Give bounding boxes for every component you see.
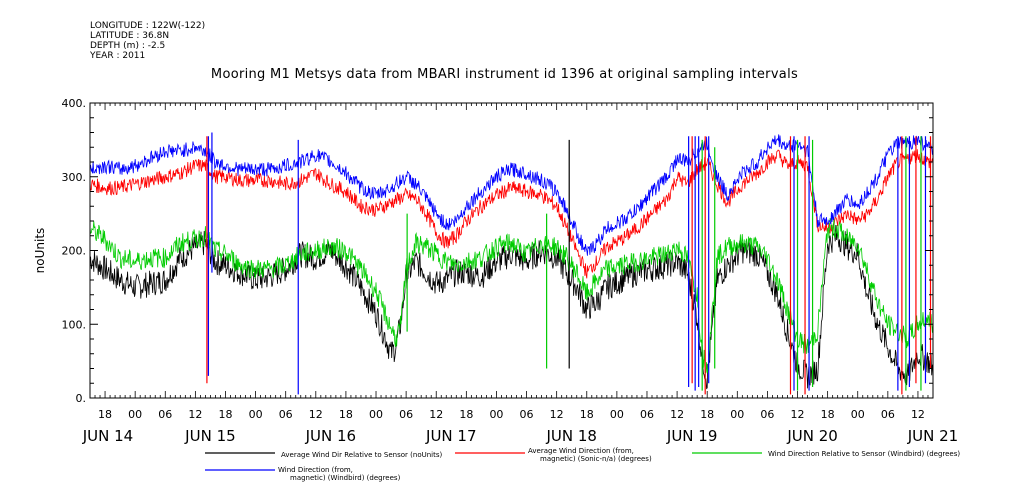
x-axis: 18 00 06 12 18 00 06 12 18 00 06 12 18 00 06 12 18 00 06 12… [82,103,958,445]
x-hour-label: 06 [158,408,172,421]
x-hour-label: 00 [730,408,744,421]
legend-label-1: Average Wind Direction (from, [528,447,634,455]
longitude-text: LONGITUDE : 122W(-122) [90,21,206,31]
x-hour-label: 12 [188,408,202,421]
series-line-1 [89,149,934,279]
spike-lines [206,132,932,395]
legend-label-2: Wind Direction Relative to Sensor (Windb… [768,450,960,458]
x-hour-label: 18 [700,408,714,421]
y-tick-label: 100. [62,318,87,331]
y-tick-label: 400. [62,97,87,110]
x-hour-label: 00 [249,408,263,421]
legend-label-0: Average Wind Dir Relative to Sensor (noU… [281,451,442,459]
x-hour-label: 00 [489,408,503,421]
y-tick-label: 0. [76,392,87,405]
y-tick-label: 200. [62,245,87,258]
x-hour-label: 12 [429,408,443,421]
x-hour-label: 06 [279,408,293,421]
x-hour-label: 06 [640,408,654,421]
x-hour-label: 00 [610,408,624,421]
x-day-label: JUN 17 [425,427,476,445]
chart-title: Mooring M1 Metsys data from MBARI instru… [210,67,799,82]
y-axis-label: noUnits [33,228,47,274]
x-hour-label: 00 [851,408,865,421]
x-hour-label: 00 [128,408,142,421]
y-tick-label: 300. [62,171,87,184]
metadata-block: LONGITUDE : 122W(-122) LATITUDE : 36.8N … [90,21,205,61]
x-day-label: JUN 14 [82,427,133,445]
x-hour-label: 18 [459,408,473,421]
x-hour-label: 12 [670,408,684,421]
x-day-label: JUN 16 [305,427,356,445]
x-hour-label: 12 [550,408,564,421]
series-line-0 [89,224,934,390]
series-line-2 [89,218,934,375]
legend: Average Wind Dir Relative to Sensor (noU… [205,447,960,482]
x-day-label: JUN 15 [184,427,235,445]
x-hour-label: 18 [218,408,232,421]
legend-label-1: magnetic) (Sonic-n/a) (degrees) [540,455,652,463]
x-hour-label: 12 [911,408,925,421]
x-hour-label: 18 [821,408,835,421]
x-day-label: JUN 19 [666,427,717,445]
x-hour-label: 06 [520,408,534,421]
legend-label-3: Wind Direction (from, [278,466,353,474]
x-hour-label: 18 [580,408,594,421]
legend-label-3: magnetic) (Windbird) (degrees) [290,474,401,482]
x-hour-label: 06 [399,408,413,421]
x-hour-label: 00 [369,408,383,421]
latitude-text: LATITUDE : 36.8N [90,31,170,41]
x-hour-label: 12 [791,408,805,421]
x-hour-label: 06 [760,408,774,421]
x-day-label: JUN 18 [545,427,596,445]
x-hour-label: 18 [98,408,112,421]
year-text: YEAR : 2011 [90,51,146,61]
depth-text: DEPTH (m) : -2.5 [90,41,166,51]
x-hour-label: 12 [309,408,323,421]
series-line-3 [89,134,934,256]
x-hour-label: 18 [339,408,353,421]
y-axis: 0. 100. 200. 300. 400. [62,97,933,405]
x-day-label: JUN 20 [786,427,837,445]
plot-lines [89,134,934,390]
x-hour-label: 06 [881,408,895,421]
x-day-label: JUN 21 [907,427,958,445]
